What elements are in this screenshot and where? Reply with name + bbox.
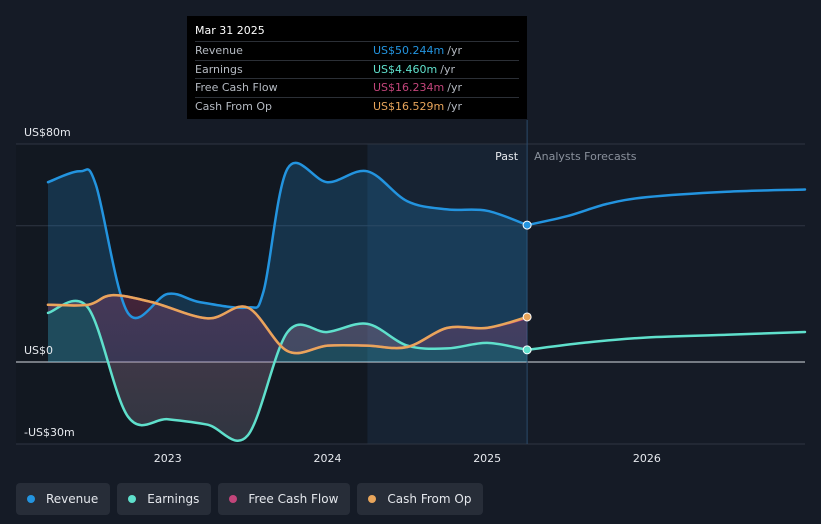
legend-item-earnings[interactable]: Earnings: [117, 483, 212, 515]
chart-legend: Revenue Earnings Free Cash Flow Cash Fro…: [16, 483, 484, 515]
tooltip-value: US$4.460m: [373, 62, 438, 76]
x-tick-label: 2024: [313, 452, 341, 465]
revenue-forecast-line: [525, 188, 807, 227]
tooltip-label: Cash From Op: [195, 99, 273, 113]
tooltip-row-cash-from-op: Cash From Op US$16.529m /yr: [195, 96, 519, 116]
tooltip-date: Mar 31 2025: [195, 24, 265, 37]
y-tick-label: -US$30m: [24, 426, 75, 439]
tooltip-unit: /yr: [447, 81, 462, 94]
legend-label: Free Cash Flow: [248, 492, 339, 506]
legend-label: Earnings: [147, 492, 200, 506]
x-tick-label: 2026: [633, 452, 661, 465]
y-tick-label: US$0: [24, 344, 53, 357]
chart-tooltip: Mar 31 2025 Revenue US$50.244m /yr Earni…: [187, 16, 527, 119]
x-tick-label: 2025: [473, 452, 501, 465]
tooltip-value: US$16.234m: [373, 81, 445, 94]
tooltip-unit: /yr: [440, 62, 455, 76]
tooltip-row-revenue: Revenue US$50.244m /yr: [195, 41, 519, 60]
free-cash-flow-area: [48, 295, 528, 441]
tooltip-value: US$16.529m: [373, 99, 445, 113]
cash-from-op-line: [46, 293, 529, 355]
forecast-label: Analysts Forecasts: [534, 150, 637, 163]
y-tick-label: US$80m: [24, 126, 71, 139]
tooltip-row-free-cash-flow: Free Cash Flow US$16.234m /yr: [195, 78, 519, 97]
tooltip-row-earnings: Earnings US$4.460m /yr: [195, 59, 519, 79]
earnings-end-marker: [522, 345, 532, 355]
x-tick-label: 2023: [154, 452, 182, 465]
revenue-end-marker: [522, 220, 532, 230]
past-label: Past: [495, 150, 519, 163]
chart-area: US$80m US$0 -US$30m 2023 2024 2025 2026 Past Ana…: [16, 120, 807, 465]
revenue-line: [46, 161, 529, 320]
legend-item-free-cash-flow[interactable]: Free Cash Flow: [218, 483, 351, 515]
legend-item-cash-from-op[interactable]: Cash From Op: [357, 483, 484, 515]
tooltip-label: Revenue: [195, 44, 243, 57]
legend-item-revenue[interactable]: Revenue: [16, 483, 111, 515]
legend-label: Cash From Op: [387, 492, 472, 506]
earnings-forecast-line: [525, 330, 807, 352]
legend-dot-icon: [229, 495, 238, 503]
legend-dot-icon: [27, 495, 35, 503]
legend-label: Revenue: [46, 492, 99, 506]
legend-dot-icon: [128, 495, 137, 503]
tooltip-unit: /yr: [447, 44, 462, 57]
tooltip-unit: /yr: [447, 99, 462, 113]
tooltip-label: Earnings: [195, 62, 243, 76]
past-highlight-band: [367, 144, 528, 444]
cash-from-op-end-marker: [522, 312, 532, 322]
tooltip-value: US$50.244m: [373, 44, 445, 57]
tooltip-label: Free Cash Flow: [195, 81, 278, 94]
legend-dot-icon: [368, 495, 377, 503]
